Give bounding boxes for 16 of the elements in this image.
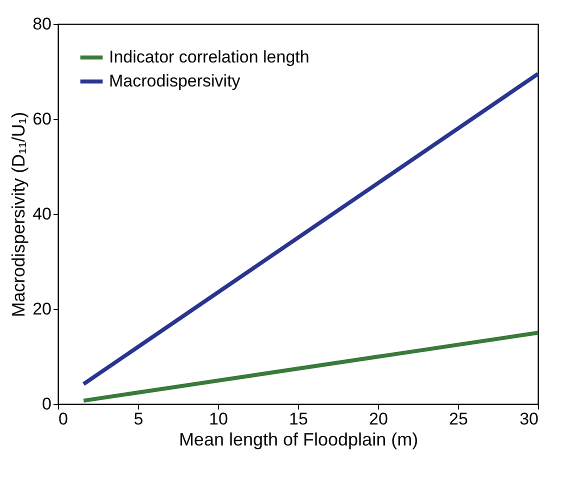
y-tick-label: 60: [32, 110, 52, 128]
legend-label: Macrodispersivity: [109, 72, 241, 90]
y-axis-title: Macrodispersivity (D₁₁/U₁): [8, 112, 29, 318]
legend-label: Indicator correlation length: [109, 48, 310, 66]
x-tick-label: 10: [209, 410, 228, 428]
y-tick-label: 20: [32, 300, 52, 318]
x-tick-label: 25: [449, 410, 468, 428]
y-tick-label: 0: [42, 394, 52, 414]
x-tick-label: 30: [520, 410, 538, 428]
x-tick-label: 5: [134, 410, 144, 428]
y-tick-label: 80: [32, 14, 52, 34]
x-tick-label: 20: [369, 410, 388, 428]
x-tick-label: 0: [58, 410, 68, 428]
y-tick-label: 40: [32, 204, 52, 224]
x-axis-title: Mean length of Floodplain (m): [178, 430, 418, 450]
x-tick-label: 15: [289, 410, 308, 428]
